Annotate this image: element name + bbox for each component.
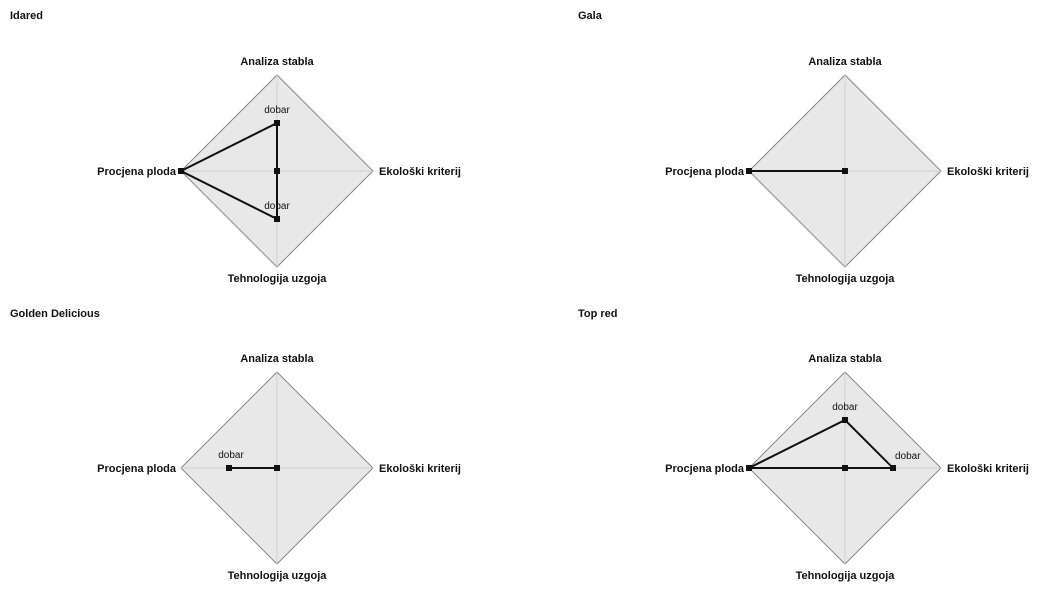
- data-point-tehnologija-uzgoja: [274, 216, 280, 222]
- axis-label-ekolos-ki-kriterij: Ekološki kriterij: [947, 463, 1029, 475]
- axis-label-ekolos-ki-kriterij: Ekološki kriterij: [379, 166, 461, 178]
- data-point-procjena-ploda: [178, 168, 184, 174]
- radar-chart-idared: dobar dobar Analiza stabla Ekološki kriteri…: [97, 56, 461, 285]
- data-point-ekolos-ki-kriterij: [274, 168, 280, 174]
- data-point-tehnologija-uzgoja: [842, 465, 848, 471]
- data-label: dobar: [895, 451, 921, 462]
- axis-label-ekolos-ki-kriterij: Ekološki kriterij: [947, 166, 1029, 178]
- data-point-tehnologija-uzgoja: [274, 465, 280, 471]
- axis-label-analiza-stabla: Analiza stabla: [808, 56, 882, 68]
- axis-label-analiza-stabla: Analiza stabla: [240, 353, 314, 365]
- axis-label-analiza-stabla: Analiza stabla: [808, 353, 882, 365]
- axis-label-tehnologija-uzgoja: Tehnologija uzgoja: [228, 273, 328, 285]
- radar-panel-golden-delicious: Golden Delicious dobar Analiza stabla Ekol…: [0, 298, 520, 589]
- axis-label-procjena-ploda: Procjena ploda: [665, 463, 745, 475]
- data-point-analiza-stabla: [842, 417, 848, 423]
- axis-label-procjena-ploda: Procjena ploda: [97, 463, 177, 475]
- data-label: dobar: [264, 105, 290, 116]
- radar-panel-top-red: Top red dobar dobar Analiza stabla Ekološki…: [568, 298, 1040, 589]
- radar-chart-golden-delicious: dobar Analiza stabla Ekološki kriterij Tehn…: [97, 353, 461, 582]
- data-label: dobar: [218, 450, 244, 461]
- panel-title: Gala: [578, 10, 602, 22]
- axis-label-procjena-ploda: Procjena ploda: [97, 166, 177, 178]
- axis-label-procjena-ploda: Procjena ploda: [665, 166, 745, 178]
- radar-panel-idared: Idared dobar dobar Analiza stabla Ekološki …: [0, 0, 520, 291]
- radar-chart-gala: Analiza stabla Ekološki kriterij Tehnologi…: [665, 56, 1029, 285]
- radar-panel-gala: Gala Analiza stabla Ekološki kriterij Tehn…: [568, 0, 1040, 291]
- data-point-procjena-ploda: [226, 465, 232, 471]
- axis-label-tehnologija-uzgoja: Tehnologija uzgoja: [796, 570, 896, 582]
- data-point-tehnologija-uzgoja: [842, 168, 848, 174]
- panel-title: Top red: [578, 308, 618, 320]
- data-label: dobar: [832, 402, 858, 413]
- panel-title: Golden Delicious: [10, 308, 100, 320]
- data-label: dobar: [264, 201, 290, 212]
- axis-label-ekolos-ki-kriterij: Ekološki kriterij: [379, 463, 461, 475]
- data-point-procjena-ploda: [746, 465, 752, 471]
- data-point-procjena-ploda: [746, 168, 752, 174]
- panel-title: Idared: [10, 10, 44, 22]
- axis-label-tehnologija-uzgoja: Tehnologija uzgoja: [228, 570, 328, 582]
- data-point-ekolos-ki-kriterij: [890, 465, 896, 471]
- axis-label-analiza-stabla: Analiza stabla: [240, 56, 314, 68]
- data-point-analiza-stabla: [274, 120, 280, 126]
- radar-chart-top-red: dobar dobar Analiza stabla Ekološki kriteri…: [665, 353, 1029, 582]
- axis-label-tehnologija-uzgoja: Tehnologija uzgoja: [796, 273, 896, 285]
